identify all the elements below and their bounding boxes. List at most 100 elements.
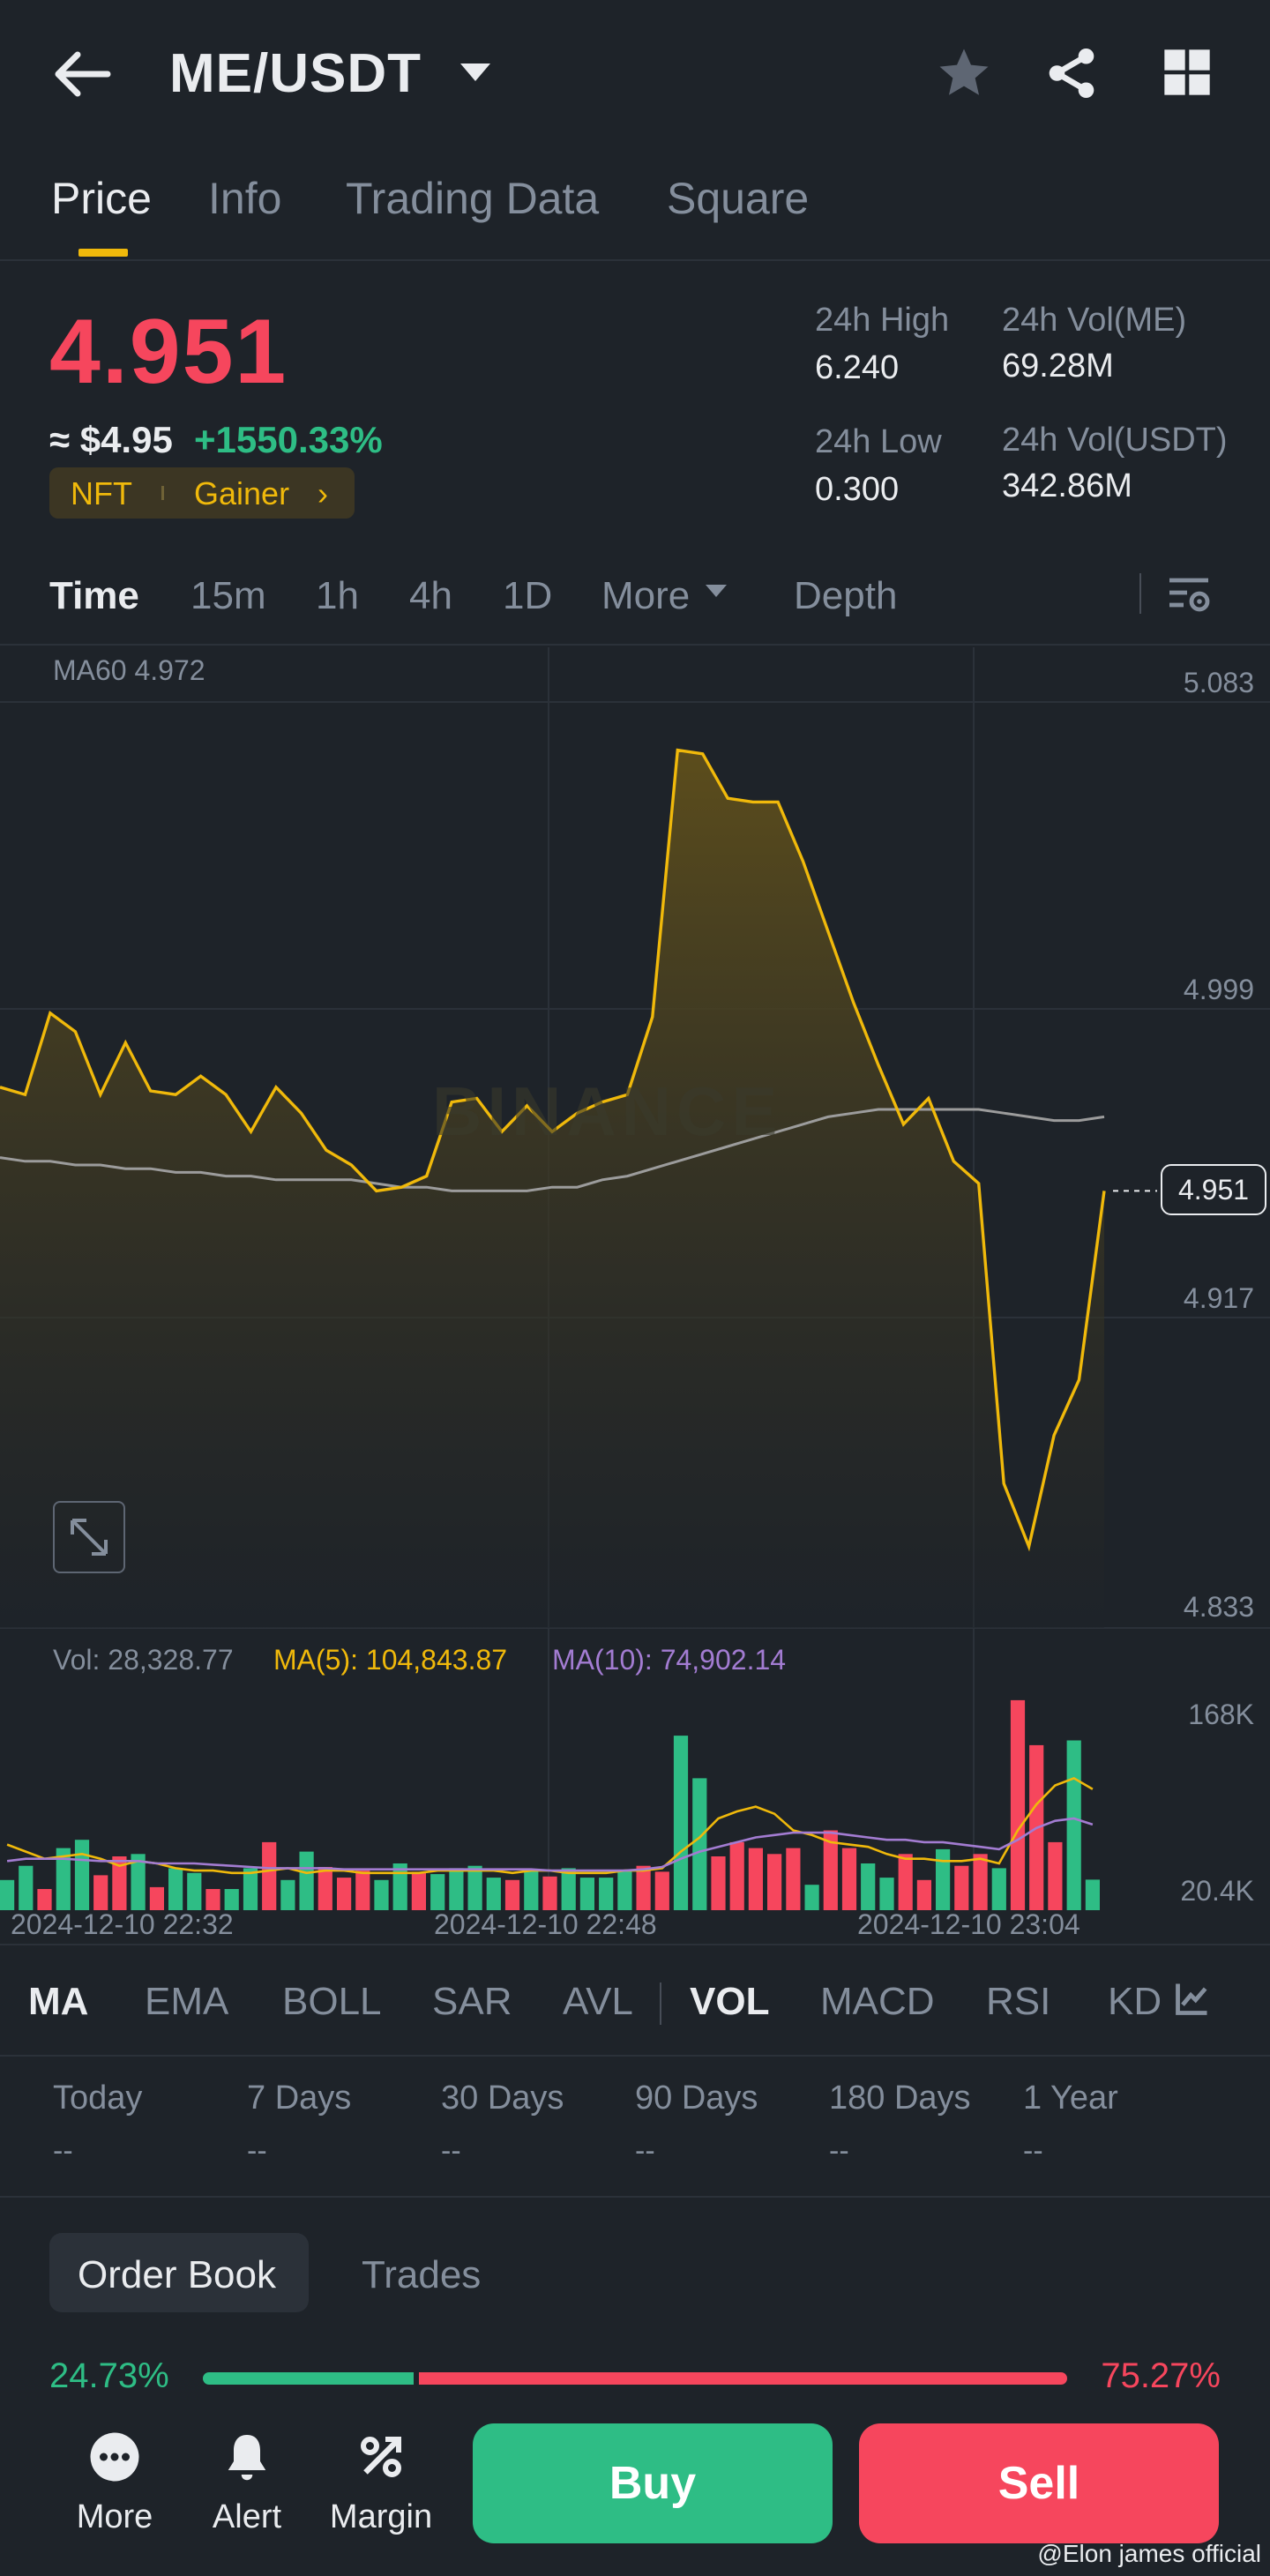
pair-dropdown-icon[interactable] [460,63,490,81]
volume-bar [280,1879,295,1910]
volume-bar [74,1840,90,1910]
volume-bar [561,1868,576,1910]
chart-settings-icon[interactable] [1166,571,1212,617]
period-value: -- [53,2134,73,2168]
pair-title[interactable]: ME/USDT [169,43,422,104]
interval-1h[interactable]: 1h [316,574,359,617]
y-axis-label: 4.917 [1183,1282,1254,1314]
more-caret-icon [706,585,727,597]
share-icon[interactable] [1042,44,1101,102]
favorite-star-icon[interactable] [935,44,993,102]
period-label: 7 Days [247,2079,352,2117]
indicator-rsi[interactable]: RSI [986,1980,1051,2023]
volume-bar [112,1856,127,1910]
price-change-percent: +1550.33% [194,419,383,460]
interval-1d[interactable]: 1D [503,574,553,617]
tabs-divider [0,259,1270,261]
volume-bar [991,1868,1006,1910]
ask-ratio-fill [419,2372,1067,2385]
volume-bar [579,1878,594,1910]
indicator-kd[interactable]: KD [1108,1980,1162,2023]
interval-4h[interactable]: 4h [409,574,452,617]
indicator-ma[interactable]: MA [28,1980,89,2023]
more-dots-icon [90,2432,139,2482]
indicator-vol[interactable]: VOL [690,1980,770,2023]
indicator-ema[interactable]: EMA [145,1980,229,2023]
interval-more[interactable]: More [601,574,691,617]
tab-square[interactable]: Square [667,174,810,223]
period-label: 180 Days [829,2079,971,2117]
volume-bar [861,1863,876,1910]
depth-tab[interactable]: Depth [794,574,898,617]
sell-button[interactable]: Sell [859,2423,1219,2543]
volume-bar [430,1874,445,1910]
indicators-divider [0,2055,1270,2057]
volume-bar [879,1878,894,1910]
y-axis-label: 5.083 [1183,667,1254,698]
indicator-sar[interactable]: SAR [432,1980,512,2023]
interval-15m[interactable]: 15m [190,574,266,617]
volume-bar [131,1854,146,1910]
tab-trading-data[interactable]: Trading Data [346,174,600,223]
indicator-boll[interactable]: BOLL [282,1980,382,2023]
volume-bar [149,1886,164,1910]
volume-bar [374,1879,389,1910]
volume-bar [467,1865,482,1910]
volume-bar [841,1848,857,1910]
volume-bar [56,1848,71,1910]
alert-label: Alert [212,2498,282,2535]
volume-bar [37,1889,52,1910]
indicator-macd[interactable]: MACD [820,1980,935,2023]
indicator-settings-icon[interactable] [1173,1979,1212,2018]
margin-button[interactable] [319,2430,443,2545]
volume-bar [692,1778,707,1910]
volume-bar [954,1865,969,1910]
volume-bar [524,1870,539,1910]
ma60-line [0,1108,1105,1192]
vol-ma10-line [6,1817,1094,1872]
period-label: 90 Days [635,2079,758,2117]
bid-ask-ratio-bar [203,2372,1067,2385]
buy-button[interactable]: Buy [473,2423,833,2543]
chart-top-divider [0,644,1270,646]
tab-info[interactable]: Info [208,174,282,223]
volume-bar [636,1865,651,1910]
high-value: 6.240 [815,349,900,386]
ma5-legend: MA(5): 104,843.87 [273,1644,508,1676]
y-axis-label: 4.999 [1183,974,1254,1005]
volume-bar [93,1875,108,1910]
high-label: 24h High [815,302,950,339]
tab-price[interactable]: Price [51,174,152,223]
period-label: 30 Days [441,2079,564,2117]
volume-bar [205,1889,220,1910]
volume-bar [1010,1699,1026,1910]
back-arrow-icon[interactable] [51,49,113,99]
period-label: Today [53,2079,143,2117]
active-tab-indicator [78,249,128,257]
period-value: -- [635,2134,655,2168]
interval-time[interactable]: Time [49,574,139,617]
controls-separator [1139,573,1141,614]
volume-bar [1066,1740,1081,1910]
grid-menu-icon[interactable] [1162,48,1212,97]
order-book-tab[interactable] [49,2233,309,2312]
price-chart[interactable] [0,642,1270,1921]
volume-bar [1048,1841,1063,1910]
volume-bar [224,1889,239,1910]
volume-bar [392,1863,407,1910]
period-value: -- [1023,2134,1043,2168]
expand-chart-button[interactable] [53,1501,125,1573]
price-line [0,748,1106,1552]
volume-bar [767,1854,782,1910]
trades-tab[interactable]: Trades [362,2253,482,2296]
volume-bar [411,1871,426,1910]
alert-button[interactable] [185,2430,309,2545]
indicator-avl[interactable]: AVL [563,1980,633,2023]
volume-bar [168,1868,183,1910]
volume-bar [654,1871,669,1910]
category-tag[interactable] [49,467,355,519]
vol-base-label: 24h Vol(ME) [1002,302,1187,339]
volume-bar [973,1854,988,1910]
more-button[interactable] [53,2430,176,2545]
bid-ratio-fill [203,2372,415,2385]
